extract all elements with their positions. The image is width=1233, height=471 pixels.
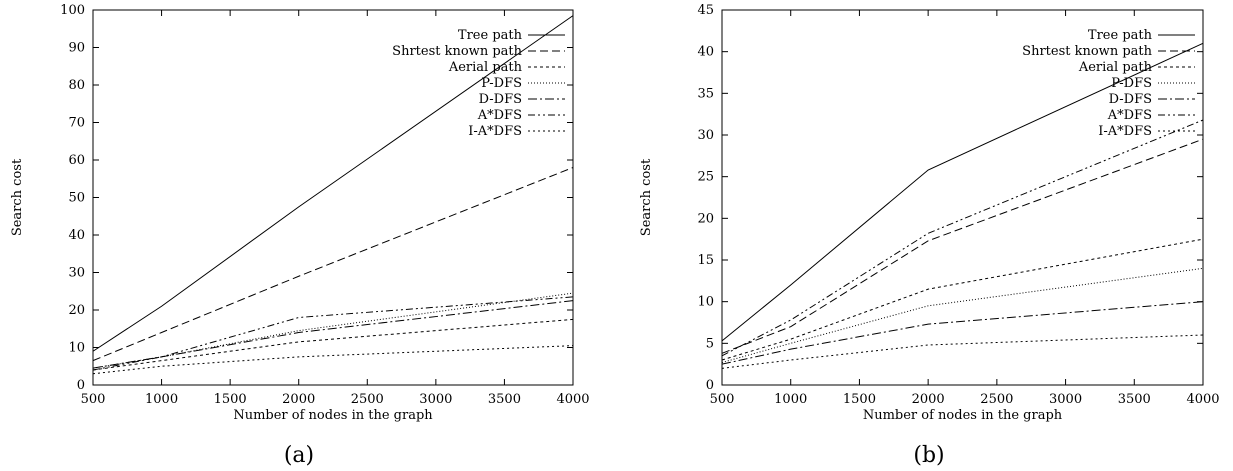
x-tick-label: 4000 [1186,392,1219,407]
series-line-tree-path [721,42,1204,342]
x-tick-label: 1000 [145,392,178,407]
series-line-d-dfs [721,301,1204,365]
y-tick-label: 25 [697,170,714,185]
y-tick-label: 70 [68,116,85,131]
series-line-a-dfs [721,119,1204,357]
x-axis-label: Number of nodes in the graph [863,408,1063,423]
y-tick-label: 80 [68,78,85,93]
legend-label: P-DFS [481,76,522,91]
legend-label: Tree path [1088,28,1153,43]
legend-label: D-DFS [1109,92,1152,107]
y-tick-label: 0 [77,378,85,393]
x-tick-label: 3500 [1118,392,1151,407]
y-tick-label: 0 [706,378,714,393]
y-tick-label: 90 [68,41,85,56]
legend-label: D-DFS [479,92,522,107]
y-tick-label: 20 [697,211,714,226]
legend-label: I-A*DFS [468,124,522,139]
y-tick-label: 30 [68,266,85,281]
series-line-aerial-path [721,238,1204,361]
plot-frame [721,9,1204,386]
x-tick-label: 2500 [980,392,1013,407]
y-tick-label: 45 [697,3,714,18]
x-tick-label: 2000 [282,392,315,407]
x-tick-label: 4000 [556,392,589,407]
series-line-tree-path [92,15,574,352]
y-tick-label: 50 [68,191,85,206]
x-tick-label: 500 [81,392,106,407]
legend-label: A*DFS [1107,108,1152,123]
y-tick-label: 10 [68,341,85,356]
y-tick-label: 60 [68,153,85,168]
x-tick-label: 1000 [774,392,807,407]
y-axis-label: Search cost [639,158,654,236]
legend-label: Aerial path [1078,60,1153,75]
legend-label: Tree path [458,28,523,43]
y-tick-label: 30 [697,128,714,143]
x-tick-label: 2500 [351,392,384,407]
y-tick-label: 40 [68,228,85,243]
y-tick-label: 10 [697,295,714,310]
legend-label: Shrtest known path [392,44,522,59]
legend-label: A*DFS [477,108,522,123]
series-line-i-a-dfs [721,334,1204,369]
y-tick-label: 15 [697,253,714,268]
y-tick-label: 35 [697,86,714,101]
legend-label: I-A*DFS [1098,124,1152,139]
legend-label: P-DFS [1111,76,1152,91]
x-tick-label: 500 [710,392,735,407]
y-tick-label: 40 [697,45,714,60]
x-tick-label: 3000 [1049,392,1082,407]
series-line-d-dfs [92,300,574,369]
series-line-shrtest-known-path [721,138,1204,354]
y-tick-label: 5 [706,336,714,351]
x-tick-label: 2000 [912,392,945,407]
x-tick-label: 3500 [488,392,521,407]
y-tick-label: 100 [60,3,85,18]
x-tick-label: 1500 [214,392,247,407]
series-line-aerial-path [92,318,574,371]
y-tick-label: 20 [68,303,85,318]
series-line-shrtest-known-path [92,167,574,362]
x-tick-label: 1500 [843,392,876,407]
x-axis-label: Number of nodes in the graph [233,408,433,423]
series-line-a-dfs [92,296,574,371]
y-axis-label: Search cost [10,158,25,236]
panel-caption: (b) [913,443,944,468]
legend-label: Shrtest known path [1022,44,1152,59]
legend-label: Aerial path [448,60,523,75]
x-tick-label: 3000 [419,392,452,407]
chart-panel-a: 500 1000 1500 2000 2500 3000 3500 4000 0 10 20 30 40… [10,3,590,468]
panel-caption: (a) [284,443,314,468]
chart-panel-b: 500 1000 1500 2000 2500 3000 3500 4000 0 5 10 15 20 2… [639,3,1220,468]
